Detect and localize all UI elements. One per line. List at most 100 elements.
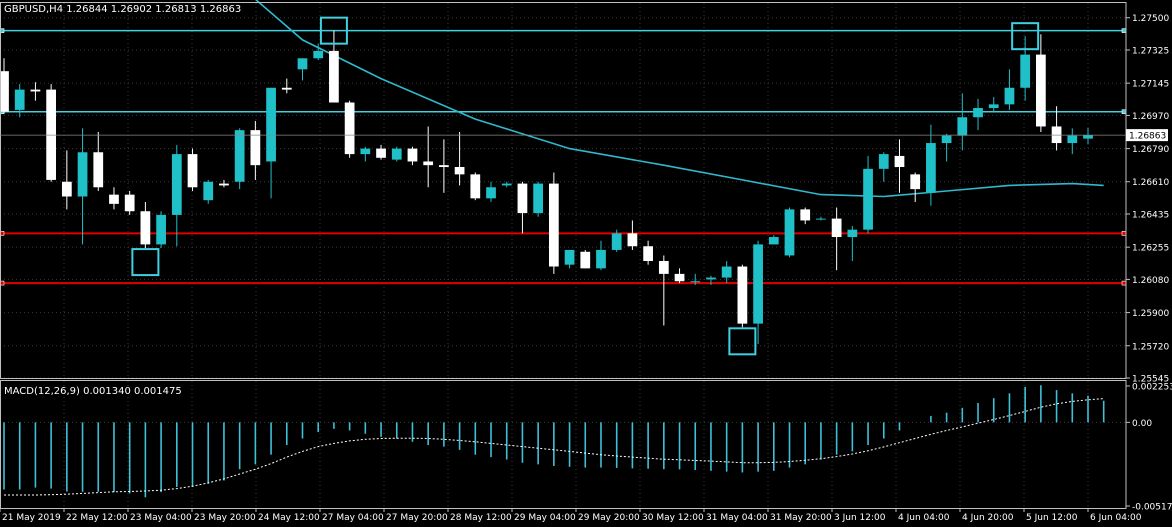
x-tick-label: 6 Jun 04:00 — [1090, 513, 1142, 523]
y-tick-label: 1.26255 — [1132, 244, 1169, 254]
candle-body-bull — [156, 214, 166, 245]
marker-box — [131, 248, 160, 277]
y-tick-label: 1.26610 — [1132, 178, 1169, 188]
candle-body-bull — [77, 152, 88, 197]
candle-body-bear — [658, 260, 669, 274]
marker-box — [319, 16, 348, 45]
candle-body-bull — [391, 148, 402, 160]
candle-body-bull — [753, 244, 763, 324]
y-tick-label: 1.27145 — [1132, 80, 1169, 90]
candle-body-bull — [816, 218, 826, 220]
x-tick-label: 29 May 20:00 — [578, 513, 640, 523]
moving-average-line — [254, 0, 1104, 198]
candle-body-bull — [926, 143, 936, 193]
y-tick-label: 1.25720 — [1132, 342, 1169, 352]
y-tick-label: 1.25900 — [1132, 309, 1169, 319]
candle-body-bear — [517, 183, 528, 214]
x-tick-label: 4 Jun 20:00 — [962, 513, 1014, 523]
level-handle-right — [1121, 109, 1127, 115]
x-tick-label: 27 May 04:00 — [322, 513, 384, 523]
candle-body-bull — [360, 148, 371, 155]
candle-body-bull — [973, 108, 983, 118]
candle-body-bear — [548, 183, 559, 267]
candle-body-bull — [721, 266, 732, 278]
rectangle-markers[interactable] — [131, 16, 1040, 356]
y-tick-label: 1.26970 — [1132, 112, 1169, 122]
level-handle-right — [1121, 231, 1127, 236]
candle-body-bull — [690, 281, 701, 283]
candle-body-bear — [376, 148, 386, 158]
candle-body-bull — [501, 183, 512, 186]
candle-body-bear — [109, 194, 119, 204]
candle-body-bear — [737, 266, 748, 324]
candle-body-bull — [297, 58, 308, 70]
marker-box — [1011, 22, 1040, 51]
candle-body-bear — [30, 89, 41, 92]
candle-body-bull — [486, 187, 496, 199]
x-tick-label: 23 May 04:00 — [130, 513, 192, 523]
x-tick-label: 22 May 12:00 — [66, 513, 128, 523]
candle-body-bull — [941, 135, 952, 144]
x-tick-label: 30 May 12:00 — [642, 513, 704, 523]
marker-box — [728, 327, 757, 356]
candle-body-bear — [580, 251, 591, 269]
x-tick-label: 27 May 20:00 — [386, 513, 448, 523]
candle-body-bull — [878, 154, 889, 169]
x-tick-label: 3 Jun 12:00 — [834, 513, 886, 523]
candle-body-bull — [988, 104, 999, 109]
candle-body-bear — [329, 50, 339, 103]
main-panel-frame — [0, 2, 1127, 379]
candle-body-bull — [957, 117, 968, 136]
candle-body-bull — [234, 130, 245, 182]
candle-body-bear — [454, 167, 465, 175]
grid — [0, 3, 1126, 508]
y-tick-label: 1.25545 — [1132, 375, 1169, 385]
x-tick-label: 31 May 04:00 — [706, 513, 768, 523]
candle-body-bull — [847, 229, 858, 238]
level-handle-right — [1121, 28, 1127, 33]
current-price-label: 1.26863 — [1129, 132, 1166, 142]
candle-body-bear — [423, 161, 434, 166]
x-tick-label: 24 May 12:00 — [258, 513, 320, 523]
x-tick-label: 31 May 20:00 — [770, 513, 832, 523]
y-tick-label: 1.26790 — [1132, 145, 1169, 155]
candle-body-bear — [894, 155, 905, 168]
candle-body-bull — [564, 249, 575, 265]
level-handle-left — [0, 28, 5, 33]
candle-body-bear — [1035, 54, 1046, 127]
horizontal-levels[interactable] — [0, 28, 1127, 286]
candle-body-bear — [643, 246, 653, 261]
candle-body-bull — [171, 154, 182, 215]
candle-body-bull — [266, 87, 276, 162]
candle-body-bear — [344, 102, 355, 155]
x-tick-label: 4 Jun 04:00 — [898, 513, 950, 523]
x-tick-label: 5 Jun 12:00 — [1026, 513, 1078, 523]
x-tick-label: 28 May 12:00 — [450, 513, 512, 523]
candle-body-bull — [706, 277, 716, 280]
level-handle-right — [1121, 280, 1127, 286]
x-tick-label: 29 May 04:00 — [514, 513, 576, 523]
y-tick-label: 1.27325 — [1132, 46, 1169, 56]
candle-body-bear — [407, 148, 418, 162]
macd-tick-label: 0.002253 — [1132, 383, 1172, 393]
candle-body-bull — [1083, 135, 1093, 139]
candle-body-bear — [124, 194, 135, 212]
candle-body-bull — [768, 237, 779, 245]
y-tick-label: 1.26435 — [1132, 210, 1169, 220]
macd-signal-line — [4, 398, 1104, 496]
candle-body-bear — [61, 181, 72, 197]
candle-body-bull — [1067, 135, 1078, 144]
macd-tick-label: 0.00 — [1132, 419, 1152, 429]
y-tick-label: 1.27500 — [1132, 14, 1169, 24]
candle-body-bear — [281, 87, 292, 90]
candle-body-bear — [627, 233, 638, 247]
candle-body-bull — [784, 209, 795, 256]
candle-body-bear — [219, 183, 229, 186]
candle-body-bull — [863, 168, 873, 230]
macd-label: MACD(12,26,9) 0.001340 0.001475 — [4, 386, 182, 397]
macd-panel — [3, 385, 1105, 498]
candle-body-bull — [313, 50, 324, 59]
candle-body-bear — [93, 152, 104, 188]
candle-body-bull — [14, 89, 25, 110]
